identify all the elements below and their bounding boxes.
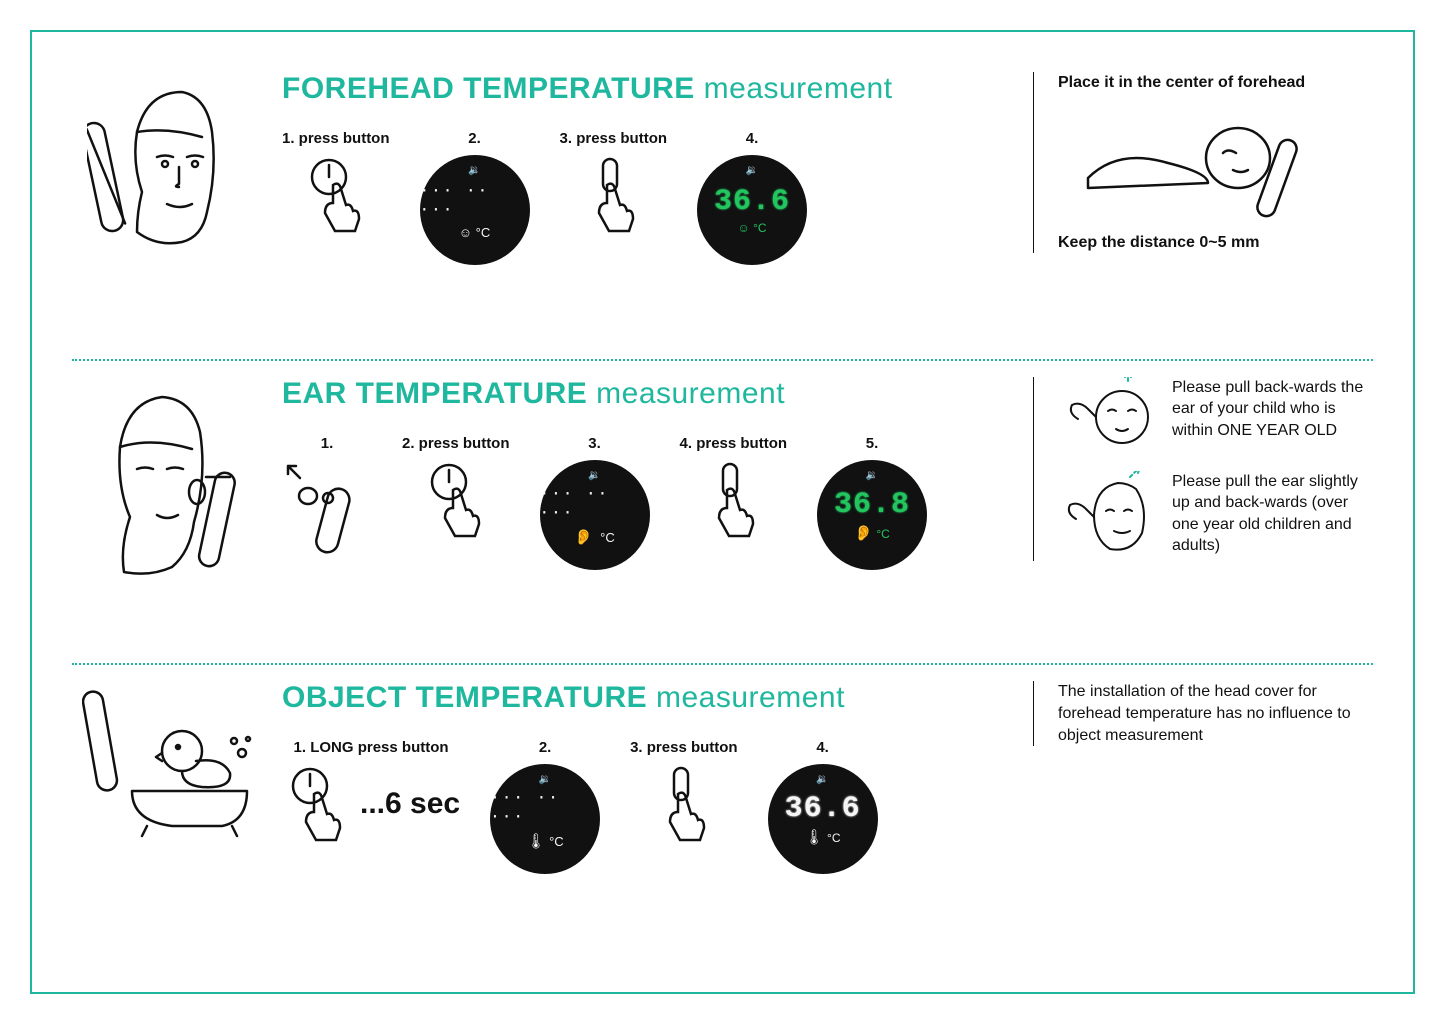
step-label: 4. bbox=[816, 739, 829, 756]
object-content: OBJECT TEMPERATURE measurement 1. LONG p… bbox=[272, 681, 1033, 874]
scan-button-press-icon bbox=[583, 155, 643, 235]
forehead-side-bottom: Keep the distance 0~5 mm bbox=[1058, 232, 1373, 254]
step-label: 5. bbox=[866, 435, 879, 452]
object-side-text: The installation of the head cover for f… bbox=[1058, 681, 1373, 746]
remove-cap-icon bbox=[282, 460, 372, 560]
sound-icon: 🔉 bbox=[816, 774, 828, 785]
ear-steps: 1. 2. press button bbox=[282, 435, 1033, 570]
bath-duck-icon bbox=[82, 681, 262, 841]
object-step-4: 4. 🔉 36.6 🌡 °C bbox=[768, 739, 878, 874]
baby-forehead-icon bbox=[1058, 108, 1373, 218]
section-forehead: FOREHEAD TEMPERATURE measurement 1. pres… bbox=[72, 62, 1373, 353]
display-result-icon: 🔉 36.6 ☺ °C bbox=[697, 155, 807, 265]
forehead-title: FOREHEAD TEMPERATURE measurement bbox=[282, 72, 1033, 106]
adult-ear-pull-icon bbox=[1058, 471, 1158, 561]
ear-step-2: 2. press button bbox=[402, 435, 510, 540]
ear-sidebar: Please pull back-wards the ear of your c… bbox=[1033, 377, 1373, 561]
step-label: 1. press button bbox=[282, 130, 390, 147]
object-steps: 1. LONG press button ...6 sec 2. 🔉 ··· ·… bbox=[282, 739, 1033, 874]
display-result-icon: 🔉 36.6 🌡 °C bbox=[768, 764, 878, 874]
divider bbox=[72, 663, 1373, 665]
object-step-3: 3. press button bbox=[630, 739, 738, 844]
forehead-content: FOREHEAD TEMPERATURE measurement 1. pres… bbox=[272, 72, 1033, 265]
illus-ear-woman bbox=[72, 377, 272, 587]
ear-step-1: 1. bbox=[282, 435, 372, 560]
ear-content: EAR TEMPERATURE measurement 1. bbox=[272, 377, 1033, 570]
ear-side-text-1: Please pull back-wards the ear of your c… bbox=[1172, 377, 1373, 442]
illus-forehead-woman bbox=[72, 72, 272, 262]
scan-button-press-icon bbox=[654, 764, 714, 844]
step-label: 1. bbox=[321, 435, 334, 452]
display-result-icon: 🔉 36.8 👂 °C bbox=[817, 460, 927, 570]
step-label: 4. bbox=[746, 130, 759, 147]
sound-icon: 🔉 bbox=[588, 470, 600, 481]
forehead-step-3: 3. press button bbox=[560, 130, 668, 235]
forehead-steps: 1. press button 2. 🔉 ··· ·· ··· ☺ °C bbox=[282, 130, 1033, 265]
ear-step-3: 3. 🔉 ··· ·· ··· 👂 °C bbox=[540, 435, 650, 570]
power-button-press-icon bbox=[282, 764, 352, 844]
power-button-press-icon bbox=[301, 155, 371, 235]
step-label: 4. press button bbox=[680, 435, 788, 452]
section-ear: EAR TEMPERATURE measurement 1. bbox=[72, 367, 1373, 658]
forehead-step-1: 1. press button bbox=[282, 130, 390, 235]
instruction-frame: FOREHEAD TEMPERATURE measurement 1. pres… bbox=[30, 30, 1415, 994]
divider bbox=[72, 359, 1373, 361]
step-label: 2. bbox=[468, 130, 481, 147]
step-label: 3. press button bbox=[560, 130, 668, 147]
child-ear-pull-icon bbox=[1058, 377, 1158, 457]
ear-side-row-2: Please pull the ear slightly up and back… bbox=[1058, 471, 1373, 561]
scan-button-press-icon bbox=[703, 460, 763, 540]
object-sidebar: The installation of the head cover for f… bbox=[1033, 681, 1373, 746]
ear-woman-icon bbox=[82, 377, 262, 587]
six-sec-label: ...6 sec bbox=[360, 787, 460, 821]
power-button-press-icon bbox=[421, 460, 491, 540]
object-title: OBJECT TEMPERATURE measurement bbox=[282, 681, 1033, 715]
object-step-2: 2. 🔉 ··· ·· ··· 🌡 °C bbox=[490, 739, 600, 874]
forehead-side-top: Place it in the center of forehead bbox=[1058, 72, 1373, 94]
forehead-woman-icon bbox=[87, 72, 257, 262]
sound-icon: 🔉 bbox=[866, 470, 878, 481]
forehead-step-4: 4. 🔉 36.6 ☺ °C bbox=[697, 130, 807, 265]
step-label: 1. LONG press button bbox=[294, 739, 449, 756]
forehead-step-2: 2. 🔉 ··· ·· ··· ☺ °C bbox=[420, 130, 530, 265]
illus-object-bath bbox=[72, 681, 272, 841]
display-wait-icon: 🔉 ··· ·· ··· ☺ °C bbox=[420, 155, 530, 265]
ear-side-text-2: Please pull the ear slightly up and back… bbox=[1172, 471, 1373, 557]
ear-title: EAR TEMPERATURE measurement bbox=[282, 377, 1033, 411]
ear-step-4: 4. press button bbox=[680, 435, 788, 540]
ear-side-row-1: Please pull back-wards the ear of your c… bbox=[1058, 377, 1373, 457]
step-label: 2. bbox=[539, 739, 552, 756]
object-step-1: 1. LONG press button ...6 sec bbox=[282, 739, 460, 844]
long-press-row: ...6 sec bbox=[282, 764, 460, 844]
sound-icon: 🔉 bbox=[746, 165, 758, 176]
sound-icon: 🔉 bbox=[468, 165, 480, 176]
step-label: 2. press button bbox=[402, 435, 510, 452]
sound-icon: 🔉 bbox=[539, 774, 551, 785]
step-label: 3. bbox=[588, 435, 601, 452]
display-wait-icon: 🔉 ··· ·· ··· 🌡 °C bbox=[490, 764, 600, 874]
ear-step-5: 5. 🔉 36.8 👂 °C bbox=[817, 435, 927, 570]
section-object: OBJECT TEMPERATURE measurement 1. LONG p… bbox=[72, 671, 1373, 962]
forehead-sidebar: Place it in the center of forehead Keep … bbox=[1033, 72, 1373, 253]
step-label: 3. press button bbox=[630, 739, 738, 756]
display-wait-icon: 🔉 ··· ·· ··· 👂 °C bbox=[540, 460, 650, 570]
